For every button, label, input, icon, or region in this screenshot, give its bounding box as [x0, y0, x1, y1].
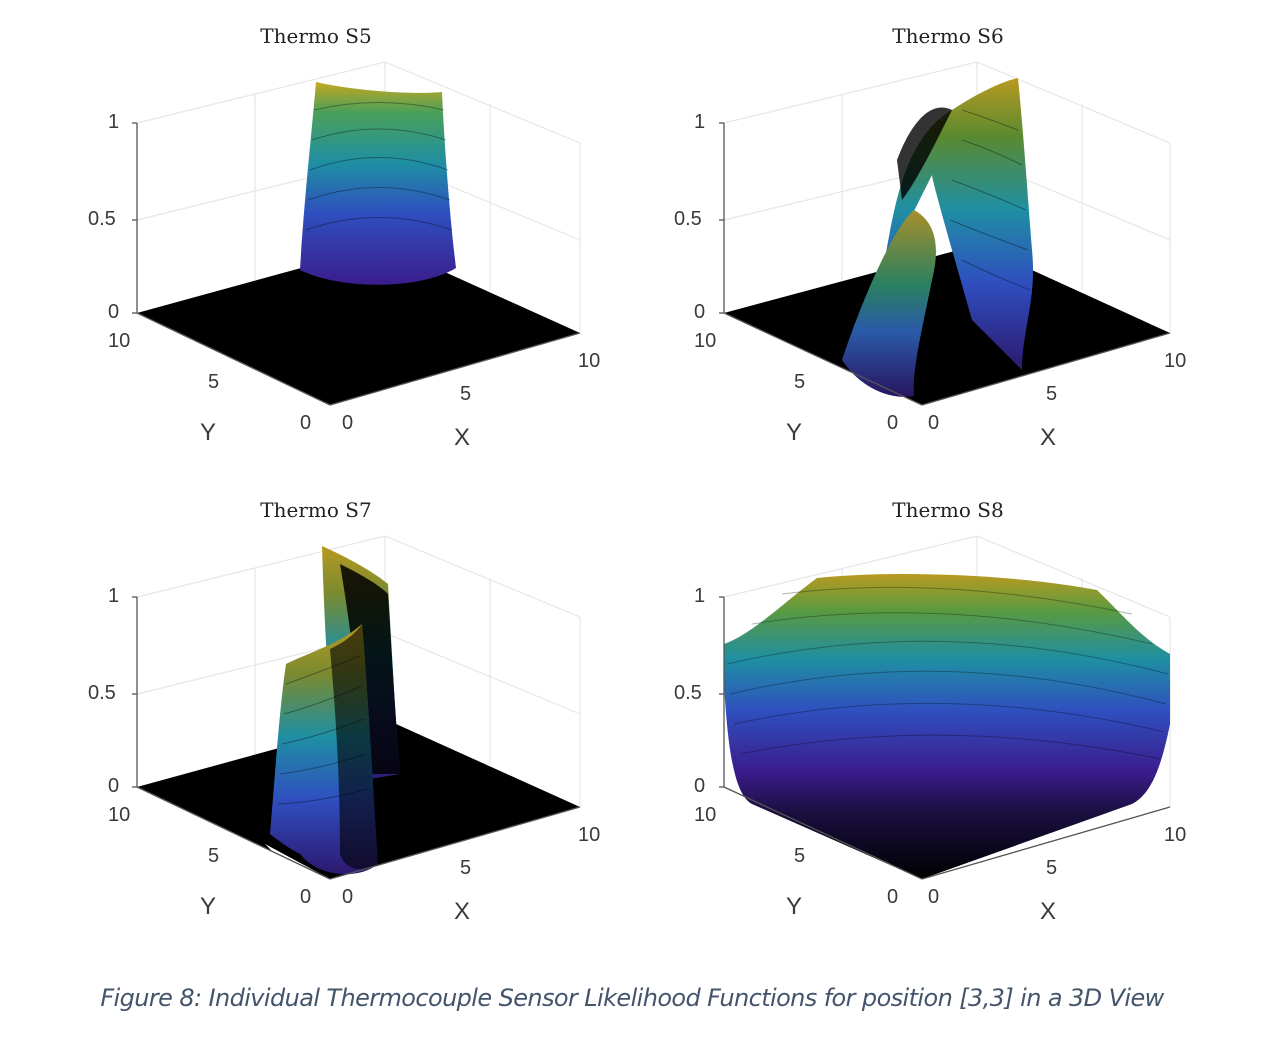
- figure-caption: Figure 8: Individual Thermocouple Sensor…: [100, 984, 1164, 1012]
- z-tick: 0.5: [88, 682, 116, 704]
- y-axis-label: Y: [786, 419, 803, 446]
- y-tick: 10: [694, 330, 717, 352]
- z-tick: 0: [108, 775, 120, 797]
- y-tick: 0: [300, 412, 312, 434]
- plot-title: Thermo S7: [260, 498, 372, 522]
- y-tick: 5: [794, 845, 806, 867]
- z-tick: 0.5: [88, 208, 116, 230]
- x-tick: 5: [460, 383, 472, 405]
- z-tick: 0: [694, 301, 706, 323]
- x-tick: 10: [1164, 350, 1187, 372]
- panel-thermo-s6: Thermo S6 1 0.5 0 10 5 0 0 5 10 Y X: [632, 0, 1264, 480]
- x-axis-label: X: [1040, 898, 1057, 925]
- y-tick: 5: [794, 371, 806, 393]
- x-tick: 5: [1046, 857, 1058, 879]
- plot-title: Thermo S8: [892, 498, 1004, 522]
- z-tick: 1: [694, 111, 706, 133]
- y-axis-label: Y: [786, 893, 803, 920]
- z-tick: 0.5: [674, 208, 702, 230]
- panel-thermo-s7: Thermo S7 1 0.5 0 10 5 0 0 5 10 Y X: [0, 474, 632, 954]
- surface-plot-s7: [132, 535, 581, 880]
- surface-ridge-front: [842, 210, 936, 397]
- y-tick: 5: [208, 371, 220, 393]
- surface-bowl: [724, 574, 1170, 879]
- plot-title: Thermo S5: [260, 24, 372, 48]
- surface-plot-s8: [719, 535, 1171, 880]
- x-axis-label: X: [454, 898, 471, 925]
- x-tick: 10: [578, 350, 601, 372]
- z-tick: 0: [694, 775, 706, 797]
- floor-surface: [137, 245, 580, 405]
- x-tick: 0: [928, 412, 940, 434]
- x-axis-label: X: [1040, 424, 1057, 451]
- plot-title: Thermo S6: [892, 24, 1004, 48]
- x-axis-label: X: [454, 424, 471, 451]
- z-tick: 0: [108, 301, 120, 323]
- x-tick: 10: [1164, 824, 1187, 846]
- y-tick: 10: [694, 804, 717, 826]
- y-tick: 0: [887, 886, 899, 908]
- panel-thermo-s5: Thermo S5 1 0.5 0 10 5 0 0 5 10 Y X: [0, 0, 632, 480]
- y-axis-label: Y: [200, 893, 217, 920]
- z-tick: 1: [694, 585, 706, 607]
- x-tick: 10: [578, 824, 601, 846]
- x-tick: 0: [928, 886, 940, 908]
- x-tick: 0: [342, 412, 354, 434]
- z-tick: 0.5: [674, 682, 702, 704]
- z-tick: 1: [108, 111, 120, 133]
- y-tick: 5: [208, 845, 220, 867]
- y-tick: 0: [300, 886, 312, 908]
- y-tick: 0: [887, 412, 899, 434]
- floor-surface: [724, 245, 1170, 405]
- x-tick: 5: [460, 857, 472, 879]
- x-tick: 5: [1046, 383, 1058, 405]
- y-axis-label: Y: [200, 419, 217, 446]
- x-tick: 0: [342, 886, 354, 908]
- axes: [132, 122, 581, 406]
- panel-thermo-s8: Thermo S8 1 0.5 0 10 5 0 0 5 10 Y X: [632, 474, 1264, 954]
- surface-plot-s5: [132, 61, 581, 406]
- surface-plot-s6: [719, 61, 1171, 406]
- y-tick: 10: [108, 804, 131, 826]
- z-tick: 1: [108, 585, 120, 607]
- y-tick: 10: [108, 330, 131, 352]
- surface-peak: [300, 82, 456, 285]
